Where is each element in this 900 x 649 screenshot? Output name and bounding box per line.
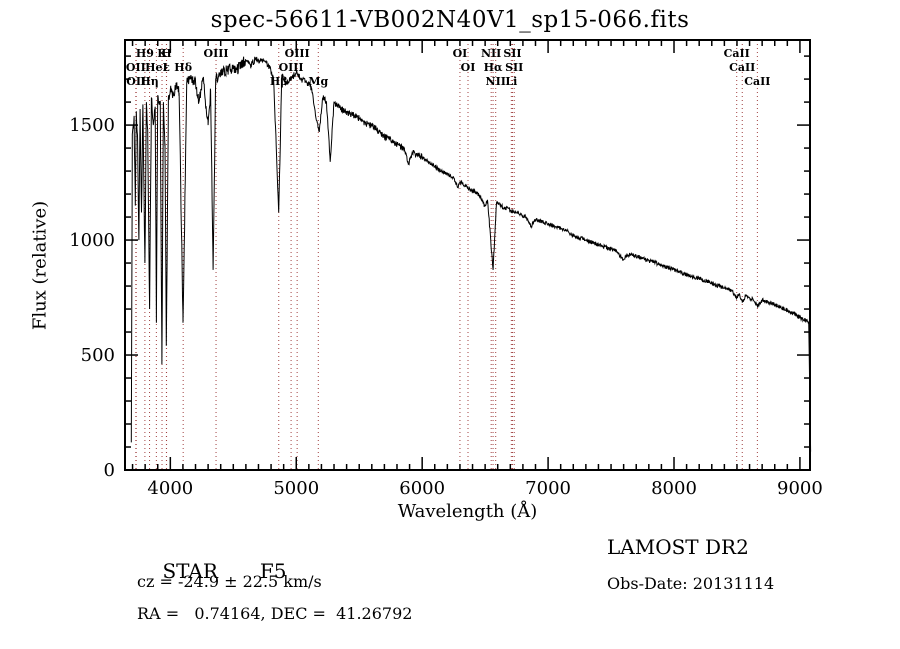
svg-text:K: K bbox=[157, 47, 167, 60]
y-axis-label: Flux (relative) bbox=[29, 200, 51, 331]
svg-text:Hβ: Hβ bbox=[270, 75, 288, 88]
svg-text:8000: 8000 bbox=[651, 478, 697, 499]
svg-text:SII: SII bbox=[505, 61, 523, 74]
plot-title: spec-56611-VB002N40V1_sp15-066.fits bbox=[210, 7, 690, 33]
svg-text:4000: 4000 bbox=[147, 478, 193, 499]
svg-text:HeI: HeI bbox=[145, 61, 168, 74]
x-tick-labels: 4000 5000 6000 7000 8000 9000 bbox=[147, 478, 822, 499]
svg-text:CaII: CaII bbox=[724, 47, 750, 60]
svg-text:NII: NII bbox=[481, 47, 501, 60]
svg-text:NII: NII bbox=[486, 75, 506, 88]
spectral-line-markers bbox=[135, 40, 758, 470]
svg-text:OII: OII bbox=[126, 61, 146, 74]
svg-text:H: H bbox=[161, 47, 171, 60]
svg-text:CaII: CaII bbox=[744, 75, 770, 88]
object-class: STAR bbox=[162, 559, 218, 583]
svg-text:OII: OII bbox=[126, 75, 146, 88]
obs-date: Obs-Date: 20131114 bbox=[607, 574, 775, 593]
svg-text:ε: ε bbox=[163, 61, 170, 74]
svg-text:OIII: OIII bbox=[285, 47, 310, 60]
svg-text:OI: OI bbox=[461, 61, 476, 74]
object-subclass: F5 bbox=[259, 559, 287, 583]
survey-label: LAMOST DR2 bbox=[607, 535, 749, 559]
svg-text:5000: 5000 bbox=[273, 478, 319, 499]
svg-text:Hδ: Hδ bbox=[174, 61, 192, 74]
svg-text:Mg: Mg bbox=[308, 75, 328, 88]
object-classification: STAR F5 bbox=[137, 535, 287, 607]
svg-text:OIII: OIII bbox=[279, 61, 304, 74]
svg-text:500: 500 bbox=[81, 345, 115, 366]
svg-text:Hα: Hα bbox=[484, 61, 503, 74]
svg-text:1500: 1500 bbox=[69, 115, 115, 136]
axis-ticks bbox=[125, 40, 810, 471]
svg-text:CaII: CaII bbox=[729, 61, 755, 74]
svg-text:6000: 6000 bbox=[399, 478, 445, 499]
ra-dec-coordinates: RA = 0.74164, DEC = 41.26792 bbox=[137, 604, 413, 623]
svg-text:Hη: Hη bbox=[140, 75, 158, 88]
svg-text:SII: SII bbox=[503, 47, 521, 60]
svg-text:9000: 9000 bbox=[777, 478, 823, 499]
y-tick-labels: 0 500 1000 1500 bbox=[69, 115, 115, 481]
spectrum-trace bbox=[130, 56, 812, 452]
svg-text:OIII: OIII bbox=[204, 47, 229, 60]
plot-frame bbox=[124, 39, 811, 471]
svg-text:OI: OI bbox=[453, 47, 468, 60]
svg-text:Li: Li bbox=[505, 75, 517, 88]
svg-text:H9: H9 bbox=[136, 47, 154, 60]
cz-value: cz = -24.9 ± 22.5 km/s bbox=[137, 572, 322, 591]
x-axis-label: Wavelength (Å) bbox=[397, 501, 538, 522]
svg-text:7000: 7000 bbox=[525, 478, 571, 499]
svg-text:0: 0 bbox=[104, 460, 115, 481]
svg-text:1000: 1000 bbox=[69, 230, 115, 251]
